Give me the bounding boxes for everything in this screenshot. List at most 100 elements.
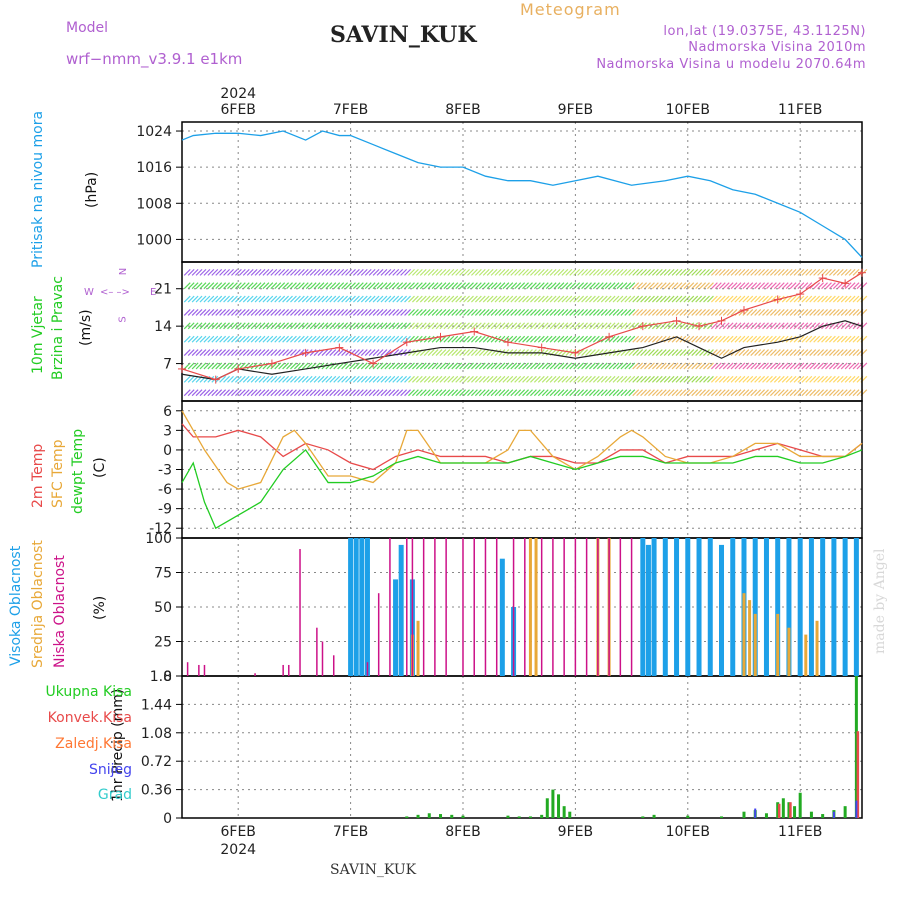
wind-barb	[667, 282, 675, 290]
wind-barb	[836, 389, 844, 397]
wind-barb	[274, 268, 282, 276]
y-tick-label: 7	[163, 357, 172, 373]
wind-barb	[644, 282, 651, 290]
wind-barb	[545, 362, 553, 370]
wind-barb	[754, 282, 762, 290]
wind-barb	[195, 335, 203, 343]
wind-barb	[392, 295, 400, 303]
wind-barb	[356, 322, 364, 330]
wind-barb	[411, 282, 419, 290]
wind-barb	[309, 295, 317, 303]
wind-barb	[290, 349, 297, 356]
wind-barb	[738, 362, 746, 370]
wind-barb	[345, 282, 352, 290]
wind-barb	[821, 309, 828, 316]
wind-barb	[459, 375, 467, 383]
wind-barb	[478, 362, 486, 370]
wind-barb	[498, 375, 506, 383]
wind-barb	[317, 309, 325, 316]
wind-barb	[840, 322, 848, 330]
wind-barb	[817, 389, 825, 397]
wind-barb	[317, 282, 325, 290]
wind-barb	[305, 282, 313, 290]
wind-barb	[636, 362, 644, 370]
wind-barb	[494, 268, 502, 276]
wind-barb	[836, 295, 844, 303]
cloud-high-bar	[763, 538, 769, 676]
wind-barb	[183, 268, 191, 276]
wind-barb	[801, 375, 809, 383]
wind-barb	[581, 282, 588, 290]
wind-barb	[620, 335, 628, 343]
wind-barb	[309, 322, 317, 330]
precip-total-bar	[793, 806, 797, 818]
wind-barb	[569, 375, 577, 383]
cloud-low-bar	[254, 673, 256, 676]
cloud-low-bar	[563, 538, 565, 676]
wind-barb	[411, 268, 419, 276]
wind-barb	[754, 335, 762, 343]
wind-barb	[435, 349, 443, 356]
footer-station: SAVIN_KUK	[330, 862, 417, 878]
wind-barb	[750, 389, 758, 397]
wind-barb	[766, 389, 773, 397]
wind-barb	[246, 349, 254, 356]
wind-barb	[714, 268, 722, 276]
wind-barb	[832, 295, 840, 303]
wind-barb	[514, 389, 522, 397]
wind-barb	[317, 295, 325, 303]
wind-barb	[234, 282, 242, 290]
wind-barb	[758, 282, 766, 290]
wind-barb	[813, 375, 821, 383]
cloud-low-bar	[411, 538, 414, 676]
wind-barb	[750, 295, 758, 303]
wind-barb	[258, 389, 266, 397]
wind-barb	[746, 268, 754, 276]
wind-barb	[349, 375, 356, 383]
wind-barb	[203, 282, 211, 290]
wind-barb	[813, 268, 821, 276]
precip-total-bar	[461, 815, 465, 818]
wind-barb	[463, 362, 470, 370]
wind-barb	[565, 268, 573, 276]
wind-barb	[710, 322, 718, 330]
wind-barb	[435, 389, 443, 397]
wind-barb	[474, 309, 482, 316]
wind-barb	[301, 309, 309, 316]
wind-barb	[722, 349, 730, 356]
wind-barb	[415, 335, 423, 343]
wind-barb	[577, 375, 585, 383]
wind-barb	[459, 322, 467, 330]
wind-barb	[801, 322, 809, 330]
wind-barb	[734, 362, 742, 370]
wind-barb	[435, 309, 443, 316]
precip-snow-bar	[832, 811, 835, 818]
wind-barb	[293, 335, 301, 343]
wind-barb	[762, 282, 769, 290]
wind-barb	[640, 349, 648, 356]
wind-barb	[234, 375, 242, 383]
wind-barb	[372, 335, 380, 343]
wind-barb	[502, 375, 510, 383]
wind-barb	[494, 322, 502, 330]
wind-barb	[278, 375, 286, 383]
wind-barb	[620, 309, 628, 316]
wind-barb	[215, 268, 223, 276]
wind-barb	[215, 295, 223, 303]
wind-barb	[297, 268, 305, 276]
wind-barb	[722, 309, 730, 316]
wind-barb	[596, 322, 604, 330]
wind-barb	[435, 322, 443, 330]
wind-barb	[852, 322, 860, 330]
wind-barb	[301, 295, 309, 303]
wind-barb	[227, 282, 234, 290]
cloud-low-bar	[434, 538, 436, 676]
wind-barb	[191, 295, 199, 303]
wind-barb	[246, 295, 254, 303]
wind-barb	[219, 349, 227, 356]
wind-barb	[380, 389, 388, 397]
wind-barb	[628, 309, 636, 316]
wind-barb	[679, 375, 687, 383]
wind-barb	[443, 335, 451, 343]
